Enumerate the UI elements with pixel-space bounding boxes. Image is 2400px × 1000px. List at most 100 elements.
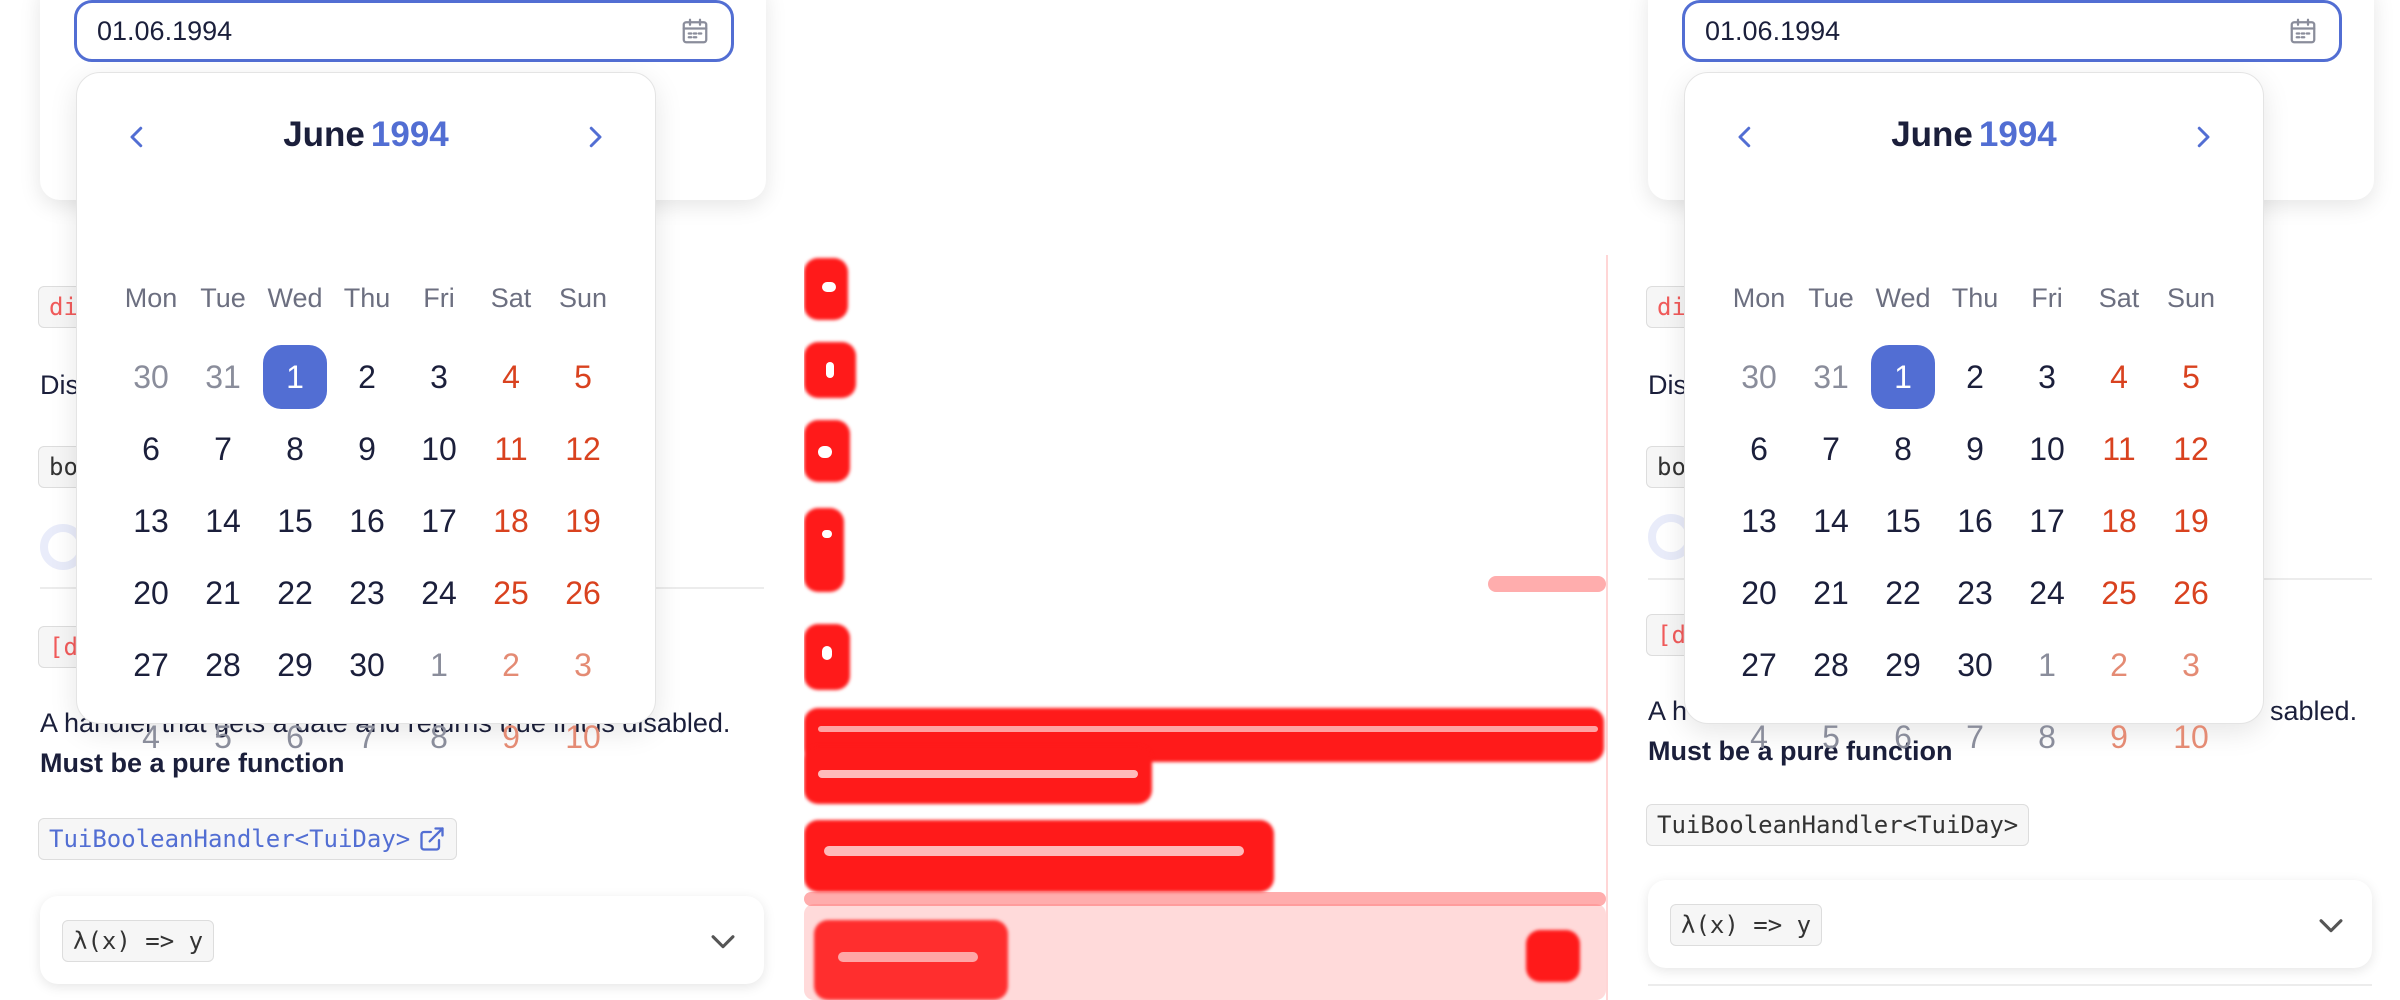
calendar-day[interactable]: 4 [115,701,187,773]
calendar-day[interactable]: 23 [331,557,403,629]
calendar-day[interactable]: 30 [1939,629,2011,701]
calendar-day[interactable]: 15 [259,485,331,557]
calendar-day[interactable]: 29 [259,629,331,701]
calendar-day[interactable]: 22 [259,557,331,629]
calendar-day[interactable]: 1 [1867,341,1939,413]
calendar-day[interactable]: 8 [2011,701,2083,773]
calendar-day[interactable]: 20 [115,557,187,629]
calendar-day[interactable]: 4 [475,341,547,413]
calendar-day[interactable]: 10 [547,701,619,773]
calendar-day[interactable]: 10 [403,413,475,485]
calendar-day[interactable]: 9 [2083,701,2155,773]
calendar-day[interactable]: 8 [259,413,331,485]
calendar-day[interactable]: 7 [1939,701,2011,773]
calendar-year[interactable]: 1994 [1978,115,2057,154]
calendar-day[interactable]: 30 [115,341,187,413]
calendar-day[interactable]: 19 [2155,485,2227,557]
calendar-day[interactable]: 21 [1795,557,1867,629]
next-month-button[interactable] [573,115,617,159]
calendar-day[interactable]: 1 [2011,629,2083,701]
calendar-day[interactable]: 1 [259,341,331,413]
calendar-day[interactable]: 2 [1939,341,2011,413]
calendar-day-label: 10 [421,430,457,467]
calendar-day[interactable]: 7 [187,413,259,485]
calendar-day[interactable]: 5 [187,701,259,773]
calendar-day[interactable]: 24 [403,557,475,629]
calendar-day[interactable]: 19 [547,485,619,557]
calendar-day[interactable]: 6 [1723,413,1795,485]
calendar-day[interactable]: 21 [187,557,259,629]
lambda-accordion[interactable]: λ(x) => y [40,896,764,984]
calendar-day[interactable]: 26 [547,557,619,629]
calendar-day[interactable]: 31 [187,341,259,413]
calendar-day[interactable]: 24 [2011,557,2083,629]
calendar-day[interactable]: 18 [475,485,547,557]
calendar-day[interactable]: 30 [331,629,403,701]
calendar-day[interactable]: 1 [403,629,475,701]
calendar-day[interactable]: 6 [115,413,187,485]
calendar-day[interactable]: 2 [2083,629,2155,701]
calendar-day[interactable]: 14 [1795,485,1867,557]
calendar-day[interactable]: 2 [331,341,403,413]
calendar-day[interactable]: 12 [547,413,619,485]
calendar-day[interactable]: 12 [2155,413,2227,485]
calendar-day[interactable]: 10 [2155,701,2227,773]
calendar-day[interactable]: 28 [1795,629,1867,701]
calendar-day[interactable]: 16 [1939,485,2011,557]
calendar-day[interactable]: 25 [2083,557,2155,629]
prev-month-button[interactable] [1723,115,1767,159]
calendar-day[interactable]: 3 [547,629,619,701]
calendar-day[interactable]: 7 [331,701,403,773]
calendar-month[interactable]: June [1891,115,1973,154]
calendar-day[interactable]: 14 [187,485,259,557]
calendar-day[interactable]: 5 [1795,701,1867,773]
calendar-day[interactable]: 3 [403,341,475,413]
calendar-day[interactable]: 2 [475,629,547,701]
calendar-day[interactable]: 16 [331,485,403,557]
calendar-day[interactable]: 29 [1867,629,1939,701]
lambda-accordion[interactable]: λ(x) => y [1648,880,2372,968]
date-input[interactable]: 01.06.1994 [74,0,734,62]
calendar-day[interactable]: 10 [2011,413,2083,485]
calendar-day[interactable]: 30 [1723,341,1795,413]
calendar-month[interactable]: June [283,115,365,154]
calendar-icon[interactable] [679,15,711,47]
calendar-day[interactable]: 28 [187,629,259,701]
calendar-day[interactable]: 13 [1723,485,1795,557]
calendar-day[interactable]: 17 [403,485,475,557]
calendar-day[interactable]: 9 [331,413,403,485]
calendar-day[interactable]: 31 [1795,341,1867,413]
calendar-day[interactable]: 22 [1867,557,1939,629]
calendar-day[interactable]: 17 [2011,485,2083,557]
calendar-day[interactable]: 7 [1795,413,1867,485]
calendar-day[interactable]: 18 [2083,485,2155,557]
prev-month-button[interactable] [115,115,159,159]
calendar-day[interactable]: 25 [475,557,547,629]
calendar-day[interactable]: 13 [115,485,187,557]
calendar-day[interactable]: 26 [2155,557,2227,629]
calendar-day[interactable]: 4 [1723,701,1795,773]
date-input[interactable]: 01.06.1994 [1682,0,2342,62]
calendar-year[interactable]: 1994 [370,115,449,154]
calendar-day[interactable]: 11 [475,413,547,485]
calendar-day[interactable]: 9 [475,701,547,773]
calendar-day[interactable]: 8 [403,701,475,773]
type-link[interactable]: TuiBooleanHandler<TuiDay> [38,818,458,860]
calendar-day[interactable]: 3 [2155,629,2227,701]
calendar-day[interactable]: 3 [2011,341,2083,413]
calendar-day[interactable]: 23 [1939,557,2011,629]
next-month-button[interactable] [2181,115,2225,159]
calendar-day[interactable]: 27 [115,629,187,701]
calendar-day[interactable]: 15 [1867,485,1939,557]
calendar-day[interactable]: 9 [1939,413,2011,485]
calendar-day[interactable]: 4 [2083,341,2155,413]
calendar-day[interactable]: 27 [1723,629,1795,701]
calendar-day[interactable]: 8 [1867,413,1939,485]
calendar-day[interactable]: 6 [1867,701,1939,773]
calendar-day[interactable]: 5 [2155,341,2227,413]
calendar-icon[interactable] [2287,15,2319,47]
calendar-day[interactable]: 11 [2083,413,2155,485]
calendar-day[interactable]: 5 [547,341,619,413]
calendar-day[interactable]: 20 [1723,557,1795,629]
calendar-day[interactable]: 6 [259,701,331,773]
